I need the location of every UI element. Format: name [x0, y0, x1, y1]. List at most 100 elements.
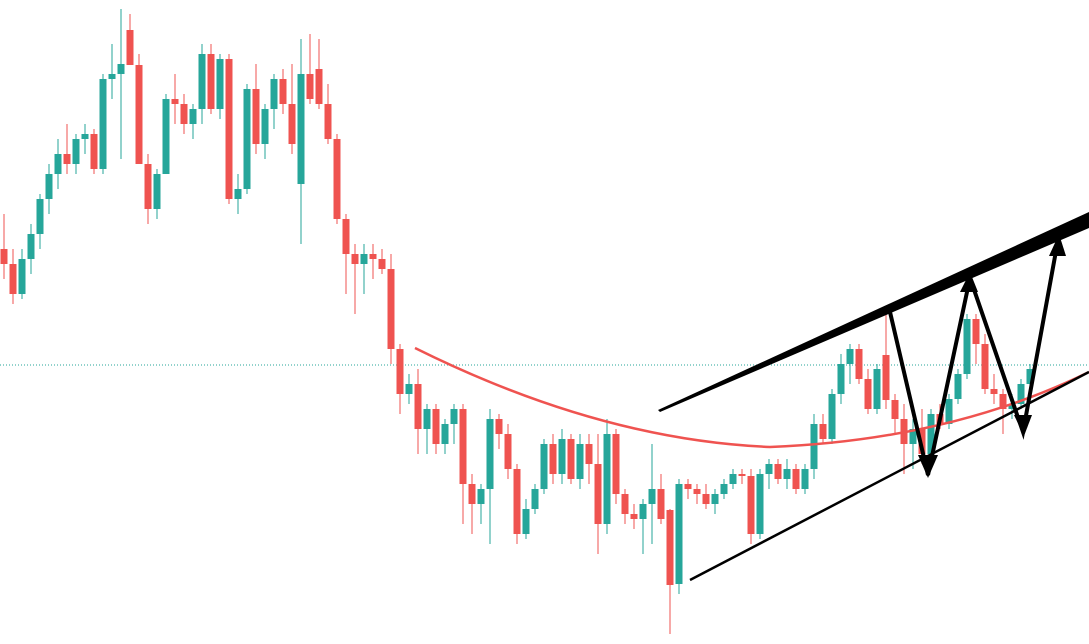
- candle-body: [72, 139, 80, 164]
- lower-channel-line: [689, 370, 1089, 582]
- candle-body: [639, 504, 647, 519]
- candle-body: [981, 344, 989, 389]
- candle-body: [873, 369, 881, 409]
- candle-body: [441, 424, 449, 444]
- candle-body: [198, 54, 206, 109]
- candle-body: [153, 174, 161, 209]
- cup-curve: [414, 346, 1089, 449]
- candle-body: [90, 134, 98, 169]
- candle-body: [531, 489, 539, 509]
- candle-body: [234, 189, 242, 199]
- candle-body: [846, 349, 854, 364]
- candle-body: [9, 264, 17, 294]
- candle-body: [18, 259, 26, 294]
- candle-body: [414, 384, 422, 429]
- arrow-head: [1049, 234, 1066, 256]
- candle-body: [81, 134, 89, 139]
- candle-body: [351, 254, 359, 264]
- candle-body: [612, 434, 620, 494]
- candle-body: [261, 109, 269, 144]
- candle-body: [801, 469, 809, 489]
- candle-body: [99, 79, 107, 169]
- candle-body: [243, 89, 251, 189]
- candle-body: [108, 74, 116, 79]
- candle-body: [0, 249, 8, 264]
- candle-body: [576, 444, 584, 479]
- upper-channel-line: [658, 212, 1089, 412]
- candle-body: [972, 319, 980, 344]
- candle-body: [396, 349, 404, 394]
- candle-body: [738, 474, 746, 476]
- candle-body: [675, 484, 683, 584]
- candle-body: [819, 424, 827, 439]
- candle-body: [144, 164, 152, 209]
- candle-body: [54, 154, 62, 174]
- candle-body: [162, 99, 170, 174]
- candle-body: [486, 419, 494, 489]
- candle-body: [1017, 384, 1025, 404]
- candle-body: [369, 254, 377, 259]
- candle-body: [315, 69, 323, 104]
- candle-body: [270, 79, 278, 109]
- candle-body: [747, 476, 755, 534]
- candle-body: [405, 384, 413, 394]
- candle-body: [297, 74, 305, 184]
- candle-body: [963, 319, 971, 374]
- candle-body: [909, 429, 917, 444]
- candle-body: [657, 489, 665, 519]
- candle-body: [36, 199, 44, 234]
- candle-body: [63, 154, 71, 164]
- arrow-head: [1014, 415, 1032, 436]
- candle-body: [810, 424, 818, 469]
- candle-body: [540, 444, 548, 489]
- candle-body: [621, 494, 629, 514]
- candle-body: [954, 374, 962, 399]
- candle-body: [387, 269, 395, 349]
- candle-body: [459, 409, 467, 484]
- candle-body: [828, 394, 836, 439]
- candle-body: [765, 464, 773, 474]
- candle-body: [306, 74, 314, 99]
- candle-body: [342, 219, 350, 254]
- candle-body: [927, 414, 935, 454]
- candle-body: [585, 444, 593, 464]
- candle-body: [333, 139, 341, 219]
- candle-body: [648, 489, 656, 504]
- candle-body: [180, 104, 188, 124]
- candle-body: [207, 54, 215, 109]
- candle-body: [549, 444, 557, 474]
- candle-body: [189, 109, 197, 124]
- candle-body: [711, 494, 719, 504]
- candle-body: [999, 394, 1007, 409]
- candle-body: [171, 99, 179, 104]
- candle-body: [45, 174, 53, 199]
- candle-body: [567, 439, 575, 479]
- candle-body: [630, 514, 638, 519]
- candle-body: [252, 89, 260, 144]
- candle-body: [522, 509, 530, 534]
- candle-body: [288, 104, 296, 144]
- candle-body: [990, 389, 998, 394]
- candle-body: [783, 469, 791, 479]
- candle-body: [126, 30, 134, 65]
- candle-body: [684, 484, 692, 489]
- candle-body: [450, 409, 458, 424]
- candle-body: [792, 469, 800, 489]
- candle-body: [513, 469, 521, 534]
- candle-body: [594, 464, 602, 524]
- candle-body: [864, 379, 872, 409]
- candle-body: [882, 355, 890, 400]
- candle-body: [693, 489, 701, 494]
- candle-body: [891, 400, 899, 419]
- candle-body: [27, 234, 35, 259]
- arrow-head: [960, 272, 978, 292]
- candle-body: [756, 474, 764, 534]
- candle-body: [225, 59, 233, 199]
- candle-body: [558, 439, 566, 474]
- candle-body: [324, 104, 332, 139]
- candle-body: [837, 364, 845, 394]
- candle-body: [117, 64, 125, 74]
- candle-body: [666, 510, 674, 585]
- candle-body: [855, 349, 863, 379]
